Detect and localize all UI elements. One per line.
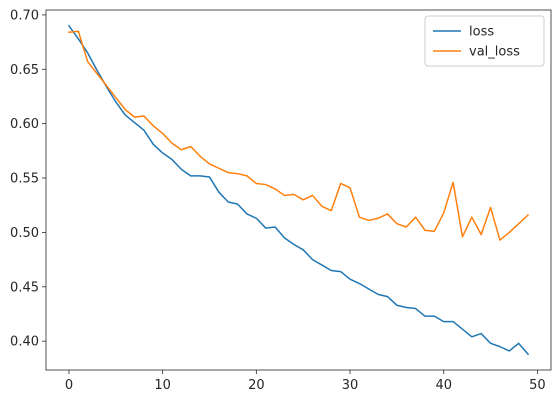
x-tick-label: 30 — [342, 378, 359, 393]
y-tick-label: 0.70 — [10, 8, 39, 23]
x-tick-label: 10 — [154, 378, 171, 393]
legend: loss val_loss — [424, 15, 545, 67]
x-tick-label: 50 — [529, 378, 546, 393]
y-axis: 0.40 0.45 0.50 0.55 0.60 0.65 0.70 — [10, 8, 46, 350]
series-line-loss — [67, 24, 530, 356]
x-axis: 0 10 20 30 40 50 — [65, 370, 546, 393]
y-tick-label: 0.45 — [10, 280, 39, 295]
plot-area — [45, 9, 552, 371]
legend-box — [424, 15, 545, 67]
legend-label-val-loss: val_loss — [469, 45, 520, 60]
y-tick-label: 0.65 — [10, 63, 39, 78]
x-tick-label: 40 — [435, 378, 452, 393]
x-tick-label: 0 — [65, 378, 73, 393]
series-line-val-loss — [68, 30, 530, 241]
legend-label-loss: loss — [469, 25, 494, 40]
x-tick-label: 20 — [248, 378, 265, 393]
y-tick-label: 0.50 — [10, 226, 39, 241]
series-layer — [67, 24, 530, 356]
y-tick-label: 0.55 — [10, 172, 39, 187]
y-tick-label: 0.40 — [10, 335, 39, 350]
y-tick-label: 0.60 — [10, 117, 39, 132]
